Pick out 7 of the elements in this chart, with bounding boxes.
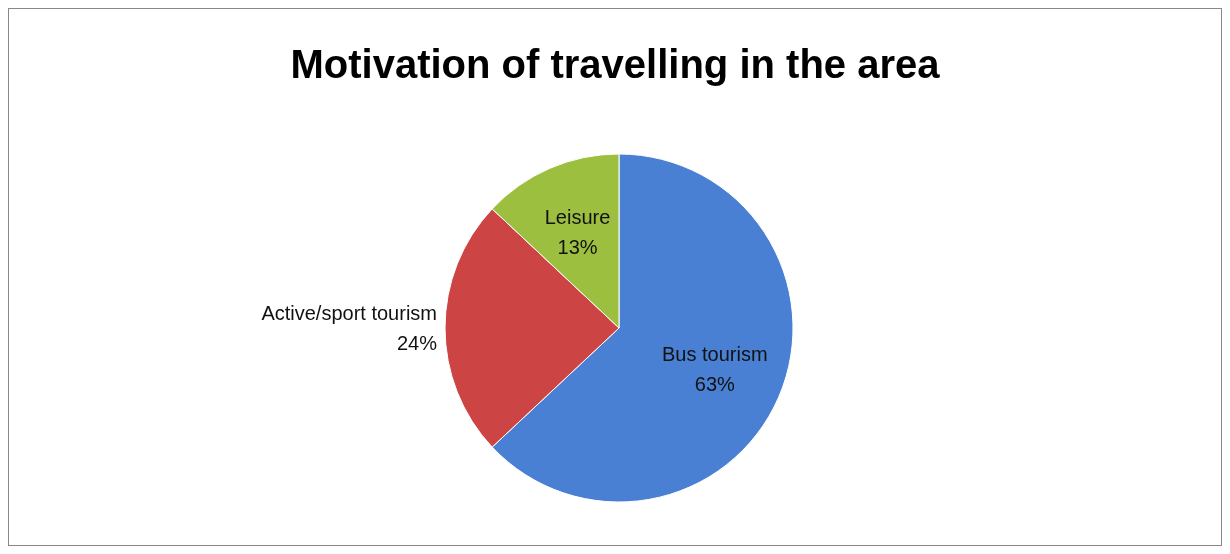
slice-label: Active/sport tourism — [261, 302, 437, 324]
data-label: 24% — [396, 332, 438, 354]
chart-title: Motivation of travelling in the area — [289, 40, 941, 88]
slice-label: Leisure — [544, 206, 611, 229]
slice-label: Bus tourism — [662, 343, 768, 366]
data-label: 63% — [694, 373, 736, 396]
data-label: 13% — [557, 236, 598, 259]
